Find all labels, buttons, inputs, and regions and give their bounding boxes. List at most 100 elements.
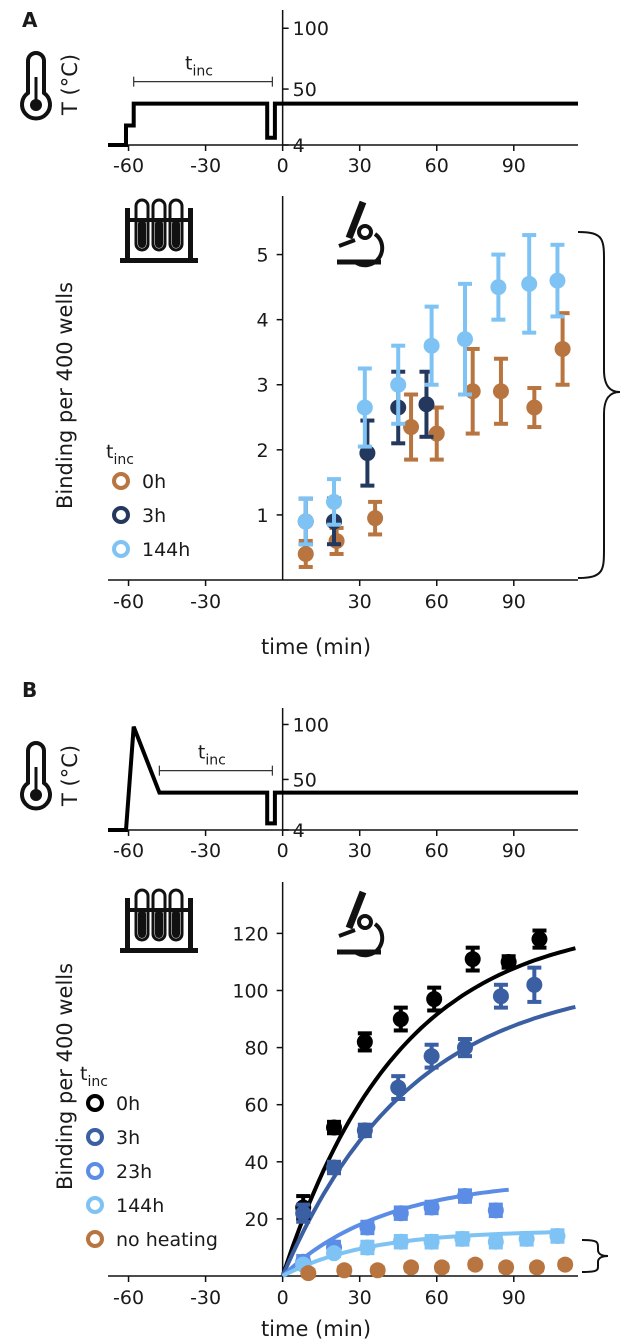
x-tick-label: -60 bbox=[113, 840, 144, 862]
y-tick-label: 4 bbox=[293, 820, 305, 842]
y-tick-label: 120 bbox=[232, 923, 268, 945]
data-point bbox=[295, 1205, 312, 1222]
x-tick-label: 60 bbox=[425, 840, 449, 862]
legend-marker bbox=[112, 472, 130, 490]
data-point bbox=[359, 1219, 376, 1236]
y-tick-label: 80 bbox=[244, 1038, 268, 1060]
panel-label-a: A bbox=[22, 8, 38, 32]
data-point bbox=[428, 425, 445, 442]
fit-curve bbox=[280, 946, 576, 1277]
test-tube-rack-icon bbox=[120, 888, 198, 953]
data-point bbox=[487, 1202, 504, 1219]
x-tick-label: -60 bbox=[113, 1287, 144, 1309]
y-tick-label: 4 bbox=[293, 135, 305, 157]
legend-label: 0h bbox=[142, 471, 166, 493]
data-point bbox=[403, 1259, 420, 1276]
fit-curve bbox=[280, 1004, 576, 1277]
data-point bbox=[549, 1228, 566, 1245]
data-point bbox=[356, 1122, 373, 1139]
temperature-chart-b: -60 -30 0 30 60 90 4 50 100 tinc bbox=[108, 708, 578, 862]
y-tick-label: 40 bbox=[244, 1152, 268, 1174]
tinc-label: tinc bbox=[198, 742, 226, 769]
data-point bbox=[456, 1039, 473, 1056]
legend-marker bbox=[112, 506, 130, 524]
data-point bbox=[300, 1265, 317, 1282]
legend-marker bbox=[86, 1162, 104, 1180]
x-tick-label: 90 bbox=[502, 840, 526, 862]
legend-label: no heating bbox=[116, 1229, 218, 1251]
y-tick-label: 3 bbox=[257, 375, 269, 397]
data-point bbox=[464, 951, 481, 968]
x-tick-label: -60 bbox=[113, 591, 144, 613]
legend-marker bbox=[86, 1230, 104, 1248]
data-point bbox=[464, 383, 481, 400]
data-point bbox=[392, 1011, 409, 1028]
data-point bbox=[456, 331, 473, 348]
data-point bbox=[423, 1199, 440, 1216]
data-point bbox=[359, 1239, 376, 1256]
data-point bbox=[492, 988, 509, 1005]
y-tick-label: 20 bbox=[244, 1209, 268, 1231]
legend-label: 3h bbox=[142, 505, 166, 527]
legend-title: tinc bbox=[106, 441, 134, 468]
legend-marker bbox=[86, 1094, 104, 1112]
y-tick-label: 100 bbox=[293, 714, 329, 736]
legend-label: 23h bbox=[116, 1161, 152, 1183]
data-point bbox=[356, 1033, 373, 1050]
data-point bbox=[521, 275, 538, 292]
x-tick-label: 60 bbox=[425, 1287, 449, 1309]
temp-axis-label-a: T (°C) bbox=[58, 54, 82, 116]
data-point bbox=[336, 1262, 353, 1279]
x-tick-label: 30 bbox=[348, 1287, 372, 1309]
y-tick-label: 100 bbox=[293, 18, 329, 40]
panel-label-b: B bbox=[22, 678, 37, 702]
data-point bbox=[557, 1256, 574, 1273]
data-point bbox=[554, 340, 571, 357]
x-axis-title-a: time (min) bbox=[261, 635, 371, 659]
data-point bbox=[297, 545, 314, 562]
y-tick-label: 60 bbox=[244, 1095, 268, 1117]
x-tick-label: 90 bbox=[502, 1287, 526, 1309]
data-point bbox=[369, 1262, 386, 1279]
data-point bbox=[528, 1259, 545, 1276]
x-tick-label: 60 bbox=[425, 591, 449, 613]
y-tick-label: 100 bbox=[232, 980, 268, 1002]
y-tick-label: 4 bbox=[257, 310, 269, 332]
data-point bbox=[359, 445, 376, 462]
y-tick-label: 50 bbox=[293, 79, 317, 101]
data-point bbox=[490, 279, 507, 296]
data-point bbox=[326, 1245, 343, 1262]
data-point bbox=[456, 1188, 473, 1205]
x-tick-label: 60 bbox=[425, 155, 449, 177]
data-point bbox=[526, 976, 543, 993]
x-tick-label: 0 bbox=[277, 840, 289, 862]
x-tick-label: 0 bbox=[277, 1287, 289, 1309]
data-point bbox=[390, 376, 407, 393]
data-point bbox=[356, 399, 373, 416]
x-tick-label: 30 bbox=[348, 155, 372, 177]
fit-curve bbox=[281, 1230, 561, 1278]
y-tick-label: 50 bbox=[293, 769, 317, 791]
data-point bbox=[423, 1048, 440, 1065]
data-point bbox=[297, 513, 314, 530]
binding-axis-label-a: Binding per 400 wells bbox=[53, 282, 77, 509]
x-tick-label: -30 bbox=[190, 840, 221, 862]
binding-chart-a: -60 -30 30 60 90 1 2 3 4 5 tinc 0h 3h 144h bbox=[106, 196, 578, 613]
microscope-icon bbox=[337, 200, 385, 268]
data-point bbox=[423, 337, 440, 354]
data-point bbox=[367, 510, 384, 527]
data-point bbox=[328, 532, 345, 549]
y-tick-label: 5 bbox=[257, 245, 269, 267]
x-tick-label: 30 bbox=[348, 591, 372, 613]
data-point bbox=[423, 1233, 440, 1250]
legend-title: tinc bbox=[80, 1063, 108, 1090]
data-point bbox=[403, 419, 420, 436]
x-axis-title-b: time (min) bbox=[261, 1317, 371, 1341]
temperature-profile-line bbox=[108, 725, 578, 832]
data-point bbox=[426, 991, 443, 1008]
data-point bbox=[326, 1119, 343, 1136]
temp-axis-label-b: T (°C) bbox=[58, 745, 82, 807]
binding-chart-b: -60 -30 0 30 60 90 20 40 60 80 100 120 tinc 0h 3h 23h 14… bbox=[80, 882, 578, 1309]
data-point bbox=[433, 1259, 450, 1276]
